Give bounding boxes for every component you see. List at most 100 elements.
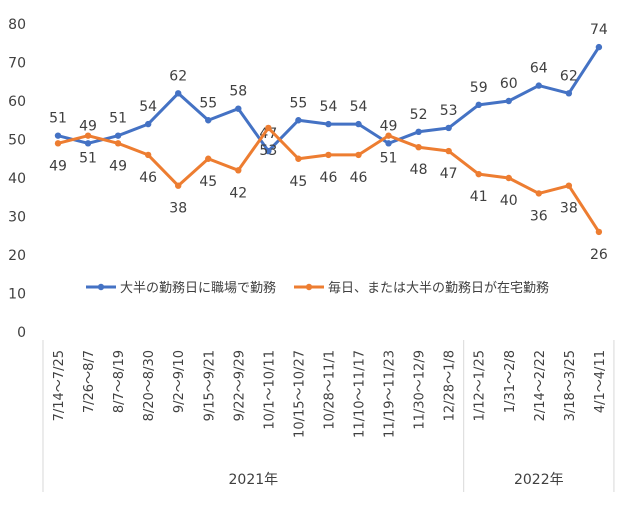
data-point [535, 82, 542, 89]
y-tick-label: 60 [8, 94, 26, 110]
data-label: 51 [49, 111, 67, 127]
data-label: 60 [500, 76, 518, 92]
data-label: 52 [410, 107, 428, 123]
data-label: 49 [79, 118, 97, 134]
data-point [415, 144, 422, 151]
data-point [144, 151, 152, 159]
data-label: 49 [109, 158, 127, 174]
data-point [385, 132, 392, 139]
data-point [385, 140, 392, 147]
y-tick-label: 0 [17, 325, 26, 341]
data-point [175, 182, 182, 189]
data-label: 49 [49, 158, 67, 174]
x-tick-label: 10/28～11/1 [322, 350, 337, 430]
data-label: 42 [229, 185, 247, 201]
x-tick-label: 2/14～2/22 [533, 350, 548, 421]
data-label: 58 [229, 84, 247, 100]
x-tick-label: 8/7～8/19 [112, 350, 127, 413]
data-point [325, 151, 332, 159]
data-point [205, 117, 212, 124]
data-label: 41 [470, 189, 488, 205]
data-label: 45 [199, 174, 217, 190]
legend-marker [97, 283, 105, 291]
series-layer: 51 49 51 54 62 55 58 47 55 54 54 49 52 53 59 60 64 62 74 49… [49, 22, 608, 263]
data-label: 54 [320, 99, 338, 115]
data-point [84, 140, 92, 147]
data-label: 51 [109, 111, 127, 127]
data-point [114, 140, 122, 147]
legend-label: 毎日、または大半の勤務日が在宅勤務 [328, 280, 549, 296]
data-label: 62 [560, 68, 578, 84]
data-point [505, 174, 512, 182]
data-label: 46 [320, 170, 338, 186]
data-label: 51 [79, 151, 97, 167]
y-axis: 0 10 20 30 40 50 60 70 80 [8, 17, 26, 341]
data-point [595, 228, 603, 236]
data-point [114, 132, 122, 139]
data-label: 47 [440, 166, 458, 182]
legend: 大半の勤務日に職場で勤務 毎日、または大半の勤務日が在宅勤務 [86, 280, 549, 296]
data-point [325, 120, 332, 128]
x-tick-label: 8/20～8/30 [142, 350, 157, 421]
legend-marker [305, 283, 313, 291]
data-point [265, 124, 272, 132]
y-tick-label: 10 [8, 287, 26, 303]
data-label: 55 [289, 95, 307, 111]
data-label: 40 [500, 193, 518, 209]
data-label: 45 [289, 174, 307, 190]
data-label: 46 [139, 170, 157, 186]
data-label: 55 [199, 95, 217, 111]
data-label: 36 [530, 208, 548, 224]
x-tick-label: 11/30～12/9 [413, 350, 428, 430]
data-point [54, 132, 62, 139]
data-label: 38 [560, 201, 578, 217]
y-tick-label: 70 [8, 56, 26, 72]
x-tick-label: 7/14～7/25 [52, 350, 67, 421]
y-tick-label: 50 [8, 133, 26, 149]
y-tick-label: 30 [8, 210, 26, 226]
data-label: 48 [410, 162, 428, 178]
data-label: 47 [259, 126, 277, 142]
data-point [535, 190, 542, 197]
data-label: 59 [470, 80, 488, 96]
data-point [295, 117, 302, 124]
x-tick-label: 11/19～11/23 [383, 350, 398, 438]
data-point [415, 128, 422, 135]
data-label: 38 [169, 201, 187, 217]
y-tick-label: 80 [8, 17, 26, 33]
data-label: 74 [590, 22, 608, 38]
x-group-label: 2022年 [514, 472, 564, 488]
x-tick-label: 11/10～11/17 [353, 350, 368, 438]
data-point [355, 151, 362, 159]
data-point [505, 97, 512, 105]
data-point [295, 155, 302, 162]
data-point [445, 124, 452, 132]
data-label: 51 [380, 151, 398, 167]
x-axis: 7/14～7/25 7/26～8/7 8/7～8/19 8/20～8/30 9/2～9/… [42, 340, 615, 492]
data-point [235, 167, 242, 174]
data-point [565, 90, 573, 97]
x-tick-label: 9/2～9/10 [172, 350, 187, 413]
x-tick-label: 10/1～10/11 [262, 350, 277, 430]
data-label: 54 [350, 99, 368, 115]
data-point [475, 170, 482, 178]
data-label: 49 [380, 118, 398, 134]
y-tick-label: 20 [8, 248, 26, 264]
legend-label: 大半の勤務日に職場で勤務 [120, 281, 276, 296]
x-tick-label: 7/26～8/7 [82, 350, 97, 413]
x-tick-label: 4/1～4/11 [593, 350, 608, 413]
data-point [595, 43, 603, 51]
data-point [235, 105, 242, 112]
data-point [175, 90, 182, 97]
data-label: 54 [139, 99, 157, 115]
x-tick-label: 1/31～2/8 [503, 350, 518, 413]
x-tick-label: 9/22～9/29 [232, 350, 247, 421]
data-point [565, 182, 573, 189]
x-tick-label: 3/18～3/25 [563, 350, 578, 421]
x-tick-label: 9/15～9/21 [202, 350, 217, 421]
data-label: 46 [350, 170, 368, 186]
data-point [54, 140, 62, 147]
data-label: 64 [530, 61, 548, 77]
data-label: 62 [169, 68, 187, 84]
